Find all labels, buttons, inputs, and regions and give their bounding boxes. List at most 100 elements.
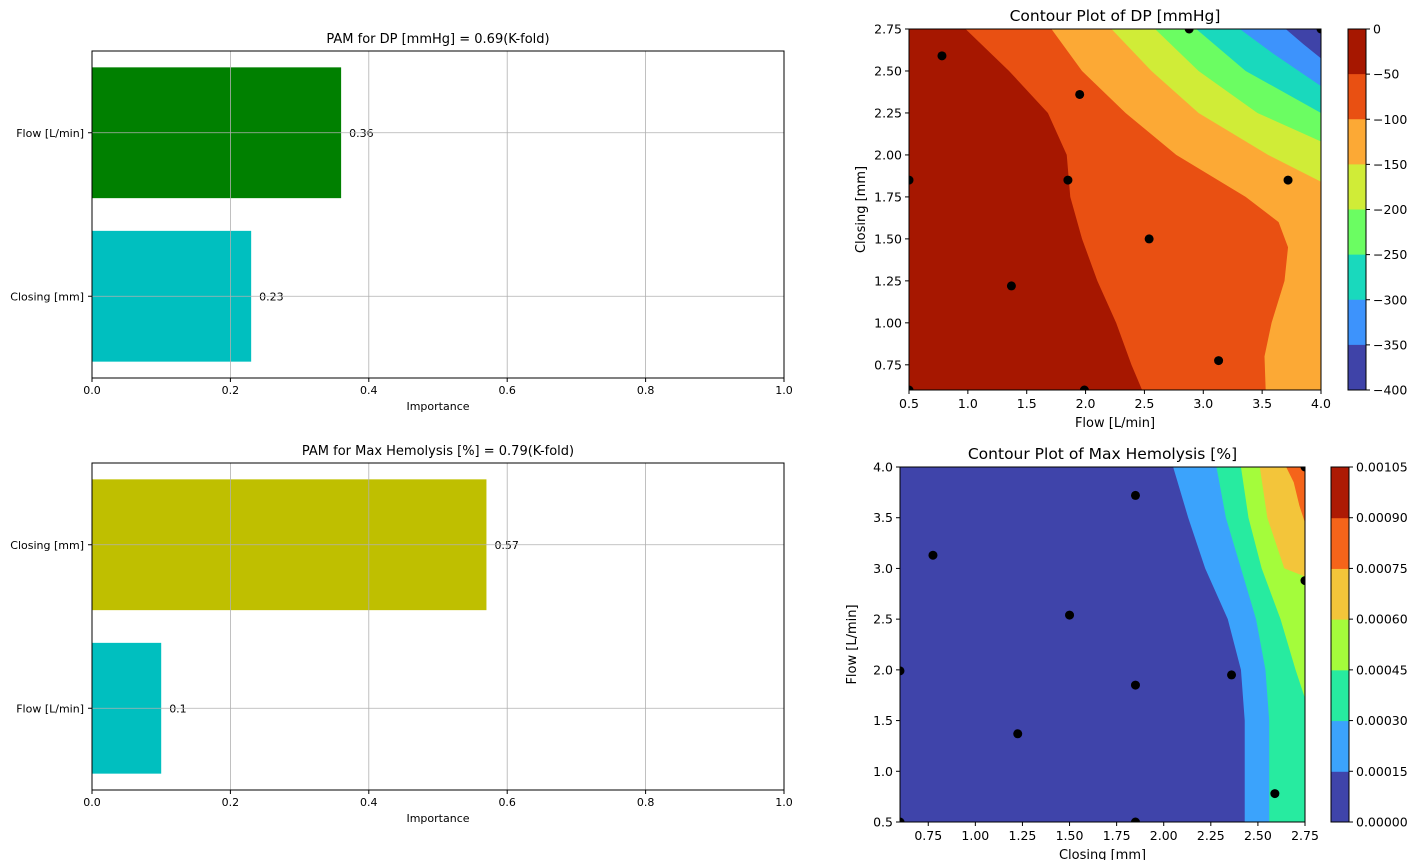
bar-value-label: 0.23 xyxy=(259,290,284,303)
colorbar-segment xyxy=(1348,209,1366,256)
chart-title: PAM for Max Hemolysis [%] = 0.79(K-fold) xyxy=(302,444,574,459)
sample-point xyxy=(1270,789,1280,799)
y-tick-label: Flow [L/min] xyxy=(16,702,84,715)
y-tick-label: 2.5 xyxy=(873,612,893,627)
colorbar-frame xyxy=(1330,466,1350,823)
x-tick-label: 0.4 xyxy=(360,384,378,397)
colorbar-tick-label: −250 xyxy=(1373,247,1407,262)
sample-point xyxy=(900,817,905,822)
sample-point xyxy=(1013,729,1023,739)
x-tick-label: 1.0 xyxy=(775,384,793,397)
sample-point xyxy=(1227,670,1237,680)
colorbar-segment xyxy=(1348,119,1366,165)
x-tick-label: 3.0 xyxy=(1193,396,1213,411)
x-tick-label: 1.75 xyxy=(1103,828,1131,843)
x-tick-label: 2.5 xyxy=(1134,396,1154,411)
colorbar-tick-label: −350 xyxy=(1373,337,1407,352)
sample-point xyxy=(1065,610,1075,620)
x-axis-label: Importance xyxy=(406,400,469,413)
sample-point xyxy=(937,51,947,61)
x-tick-label: 0.2 xyxy=(222,796,240,809)
x-tick-label: 1.25 xyxy=(1009,828,1037,843)
sample-point xyxy=(909,385,914,390)
axes-frame xyxy=(908,28,1322,391)
y-tick-label: Flow [L/min] xyxy=(16,127,84,140)
axes-frame xyxy=(91,50,785,379)
y-tick-label: 2.50 xyxy=(874,63,902,78)
y-tick-label: 2.0 xyxy=(873,662,893,677)
y-tick-label: 1.0 xyxy=(873,764,893,779)
contour-plot-dp: 0.5 1.0 1.5 2.0 2.5 3.0 3.5 4.0 0.75 1.00 1.25 1.50… xyxy=(854,7,1407,431)
bar-value-label: 0.1 xyxy=(169,702,187,715)
colorbar-tick-label: 0.00015 xyxy=(1356,764,1408,779)
colorbar-tick-label: 0 xyxy=(1373,22,1381,37)
sample-point xyxy=(1316,29,1321,34)
x-axis-label: Closing [mm] xyxy=(1059,848,1146,860)
x-tick-label: 4.0 xyxy=(1311,396,1331,411)
colorbar-tick-label: −200 xyxy=(1373,202,1407,217)
x-tick-label: 3.5 xyxy=(1252,396,1272,411)
colorbar-segment xyxy=(1331,619,1349,671)
colorbar-segment xyxy=(1348,29,1366,75)
contour-region xyxy=(1286,467,1305,523)
colorbar-tick-label: −50 xyxy=(1373,67,1399,82)
colorbar-segment xyxy=(1348,344,1366,391)
colorbar-segment xyxy=(1331,467,1349,519)
contour-region xyxy=(1285,29,1321,59)
sample-point xyxy=(1079,385,1089,390)
colorbar-tick-label: 0.00000 xyxy=(1356,815,1408,830)
x-tick-label: 2.75 xyxy=(1291,828,1319,843)
colorbar-tick-label: 0.00075 xyxy=(1356,561,1408,576)
y-tick-label: 3.5 xyxy=(873,510,893,525)
x-tick-label: 1.00 xyxy=(961,828,989,843)
sample-point xyxy=(1130,680,1140,690)
colorbar-segment xyxy=(1331,517,1349,569)
bar-chart-dp: 0.36 Flow [L/min] 0.23 Closing [mm] 0.0 0.2 0.… xyxy=(10,32,792,413)
sample-point xyxy=(1214,356,1224,366)
chart-title: Contour Plot of DP [mmHg] xyxy=(1010,7,1221,25)
y-tick-label: 4.0 xyxy=(873,460,893,475)
x-tick-label: 0.2 xyxy=(222,384,240,397)
y-tick-label: 1.00 xyxy=(874,315,902,330)
colorbar-segment xyxy=(1348,299,1366,346)
colorbar-segment xyxy=(1331,568,1349,620)
x-tick-label: 1.0 xyxy=(775,796,793,809)
x-tick-label: 1.0 xyxy=(958,396,978,411)
x-tick-label: 1.50 xyxy=(1056,828,1084,843)
x-tick-label: 0.0 xyxy=(83,384,101,397)
colorbar-segment xyxy=(1331,771,1349,823)
colorbar-segment xyxy=(1348,254,1366,301)
x-tick-label: 0.8 xyxy=(637,796,655,809)
y-tick-label: 1.5 xyxy=(873,713,893,728)
y-tick-label: 0.75 xyxy=(874,357,902,372)
contour-region xyxy=(1259,467,1305,577)
x-tick-label: 0.0 xyxy=(83,796,101,809)
colorbar-tick-label: 0.00045 xyxy=(1356,662,1408,677)
sample-point xyxy=(1300,467,1305,472)
colorbar-segment xyxy=(1348,164,1366,210)
x-tick-label: 0.8 xyxy=(637,384,655,397)
x-tick-label: 0.6 xyxy=(498,796,516,809)
axes-frame xyxy=(899,466,1306,823)
bar-chart-hemolysis: 0.57 Closing [mm] 0.1 Flow [L/min] 0.0 0.2 0.4… xyxy=(10,444,792,825)
colorbar-tick-label: 0.00030 xyxy=(1356,713,1408,728)
colorbar-tick-label: 0.00090 xyxy=(1356,510,1408,525)
bar-value-label: 0.36 xyxy=(349,127,374,140)
colorbar-segment xyxy=(1331,720,1349,772)
colorbar-tick-label: 0.00060 xyxy=(1356,612,1408,627)
bar-value-label: 0.57 xyxy=(494,539,519,552)
colorbar-segment xyxy=(1331,669,1349,722)
colorbar-tick-label: −400 xyxy=(1373,383,1407,398)
x-axis-label: Flow [L/min] xyxy=(1075,416,1155,431)
sample-point xyxy=(1283,175,1293,185)
colorbar-tick-label: 0.00105 xyxy=(1356,460,1408,475)
colorbar-tick-label: −100 xyxy=(1373,112,1407,127)
sample-point xyxy=(1063,175,1073,185)
y-tick-label: 1.25 xyxy=(874,273,902,288)
x-tick-label: 2.25 xyxy=(1197,828,1225,843)
colorbar-segment xyxy=(1348,74,1366,120)
x-tick-label: 2.00 xyxy=(1150,828,1178,843)
axes-frame xyxy=(91,462,785,791)
sample-point xyxy=(1130,490,1140,500)
